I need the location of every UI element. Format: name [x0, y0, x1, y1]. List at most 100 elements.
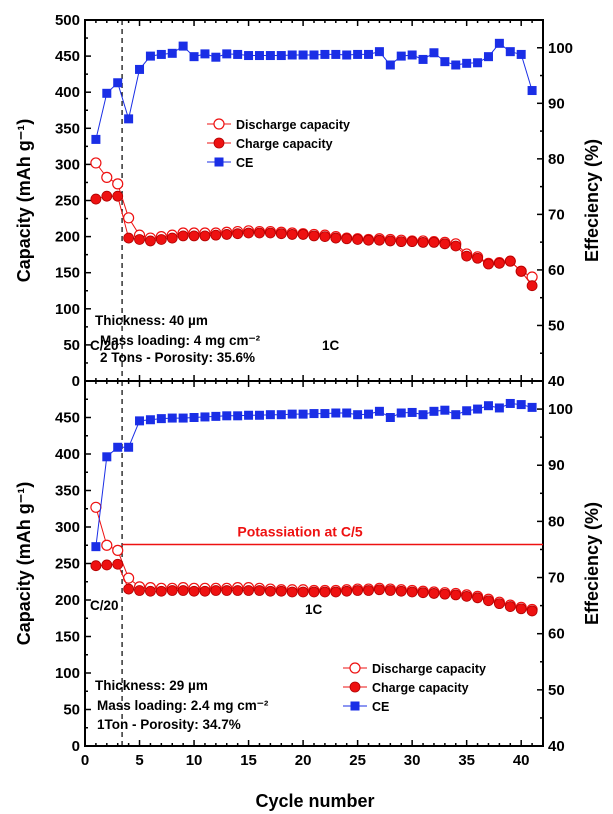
ce-point [407, 50, 417, 60]
ce-point [102, 452, 112, 462]
potassiation-label: Potassiation at C/5 [237, 524, 362, 540]
charge-point [199, 230, 211, 242]
legend-marker [214, 157, 224, 167]
charge-point [461, 590, 473, 602]
ce-point [276, 51, 286, 61]
ce-point [233, 411, 243, 421]
charge-point [483, 595, 494, 607]
ce-point [189, 413, 199, 422]
discharge-point [101, 171, 113, 183]
charge-point [275, 228, 287, 240]
charge-point [145, 235, 156, 247]
charge-point [319, 231, 331, 243]
y-right-axis-label: Effeciency (%) [582, 139, 602, 262]
ce-point [276, 410, 286, 420]
ce-point [342, 50, 352, 60]
discharge-point [90, 157, 102, 169]
charge-point [450, 240, 462, 252]
y-right-axis-label: Effeciency (%) [582, 502, 602, 625]
legend-marker [213, 118, 225, 130]
charge-point [254, 227, 265, 239]
y-tick-label: 150 [55, 629, 80, 646]
charge-point [188, 585, 200, 597]
ce-point [342, 408, 352, 418]
y-right-tick-label: 50 [548, 317, 565, 334]
charge-point [483, 258, 494, 270]
ce-point [233, 49, 243, 59]
ce-point [473, 58, 483, 68]
ce-point [145, 415, 155, 425]
ce-point [353, 410, 363, 420]
x-tick-label: 5 [135, 752, 143, 769]
charge-point [319, 586, 331, 598]
y-tick-label: 400 [55, 446, 80, 463]
charge-point [341, 585, 353, 597]
charge-point [504, 601, 516, 612]
charge-point [526, 605, 538, 617]
charge-point [395, 236, 407, 248]
y-tick-label: 450 [55, 48, 80, 65]
y-right-tick-label: 90 [548, 457, 565, 474]
charge-point [232, 228, 244, 240]
ce-point [353, 49, 363, 59]
charge-point [406, 586, 418, 598]
y-right-tick-label: 60 [548, 262, 565, 279]
y-right-tick-label: 80 [548, 151, 565, 168]
ce-point [113, 442, 123, 452]
ce-point [254, 410, 264, 420]
ce-point [407, 407, 417, 417]
ce-point [527, 86, 537, 96]
charge-point [395, 585, 407, 597]
y-right-tick-label: 100 [548, 40, 573, 57]
y-tick-label: 300 [55, 519, 80, 536]
charge-point [123, 232, 135, 244]
ce-point [145, 51, 155, 61]
charge-point [352, 234, 364, 245]
y-right-tick-label: 40 [548, 373, 565, 390]
rate-label-left: C/20 [90, 598, 119, 613]
charge-point [363, 234, 374, 246]
ce-point [320, 49, 330, 59]
ce-point [91, 542, 101, 552]
ce-point [287, 409, 297, 419]
y-tick-label: 0 [72, 373, 80, 390]
x-tick-label: 35 [458, 752, 475, 769]
charge-point [90, 560, 102, 572]
charge-point [493, 598, 505, 610]
charge-point [101, 559, 113, 571]
y-tick-label: 50 [63, 702, 80, 719]
legend-marker [213, 137, 225, 149]
ce-point [396, 408, 406, 418]
discharge-point [101, 539, 113, 551]
charge-point [232, 585, 244, 596]
ce-point [211, 411, 221, 421]
x-tick-label: 0 [81, 752, 89, 769]
ce-point [113, 78, 123, 88]
ce-point [320, 409, 330, 419]
y-tick-label: 100 [55, 301, 80, 318]
charge-point [330, 586, 342, 598]
ce-point [135, 416, 145, 426]
ce-point [287, 50, 297, 60]
ce-point [124, 442, 134, 452]
charge-point [155, 234, 167, 245]
charge-point [254, 585, 265, 596]
legend-entry: Charge capacity [236, 137, 333, 151]
ce-point [156, 49, 166, 59]
ce-point [516, 400, 526, 410]
rate-label-right: 1C [305, 602, 323, 617]
legend-entry: CE [236, 156, 253, 170]
porosity-note: 2 Tons - Porosity: 35.6% [100, 350, 255, 365]
ce-point [418, 410, 428, 420]
mass-loading-note: Mass loading: 2.4 mg cm⁻² [97, 698, 269, 713]
thickness-note: Thickness: 40 µm [95, 313, 208, 328]
y-tick-label: 350 [55, 120, 80, 137]
ce-point [505, 398, 515, 408]
charge-point [210, 229, 222, 241]
charge-point [199, 585, 211, 597]
charge-point [450, 589, 462, 601]
ce-point [494, 38, 504, 48]
y-axis-label: Capacity (mAh g⁻¹) [14, 482, 34, 646]
y-right-tick-label: 100 [548, 401, 573, 418]
